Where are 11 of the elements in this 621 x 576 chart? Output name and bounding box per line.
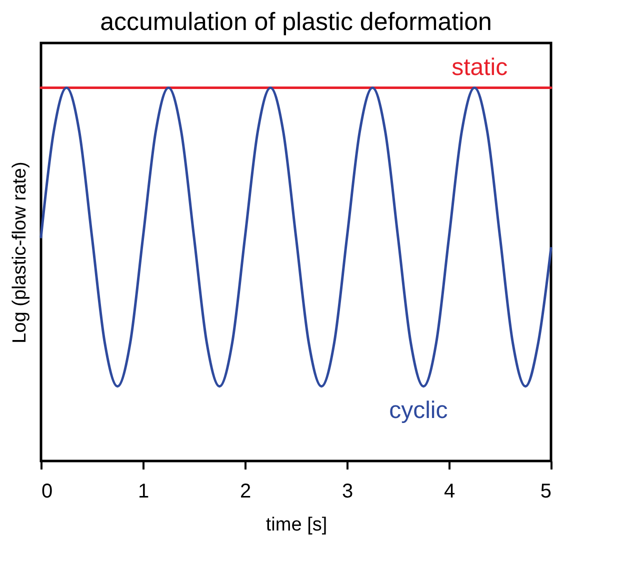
x-tick-label: 0 — [42, 480, 53, 502]
x-tick-label: 4 — [444, 480, 456, 502]
x-tick-label: 5 — [540, 480, 552, 502]
series-label: cyclic — [389, 396, 448, 424]
series-label: static — [452, 54, 508, 82]
x-axis-title: time [s] — [266, 514, 328, 536]
chart-title: accumulation of plastic deformation — [100, 8, 492, 36]
x-tick-label: 1 — [138, 480, 150, 502]
x-tick-label: 2 — [240, 480, 252, 502]
x-tick-label: 3 — [342, 480, 354, 502]
y-axis-title: Log (plastic-flow rate) — [10, 162, 30, 344]
